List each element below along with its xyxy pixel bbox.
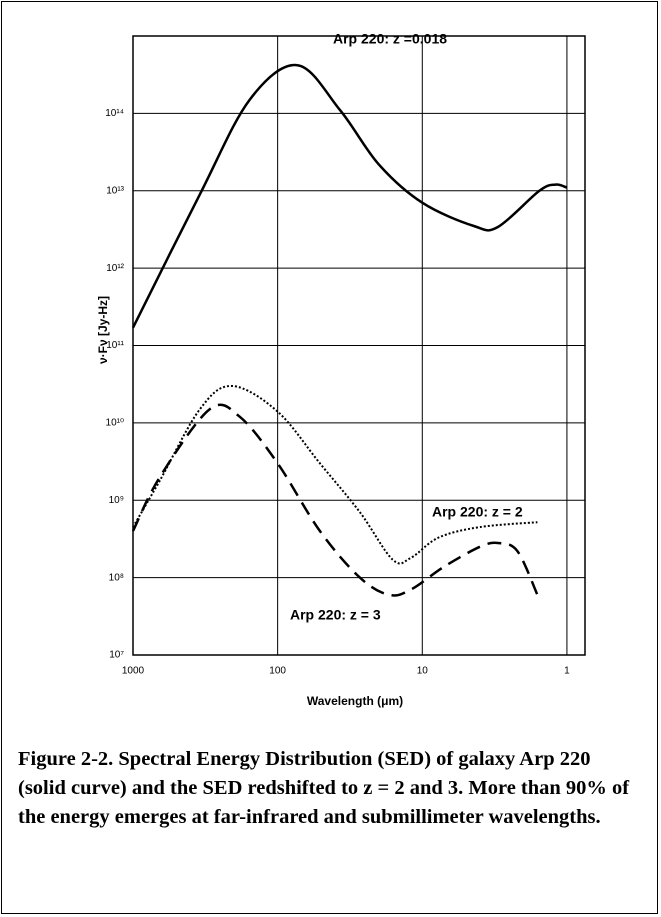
x-axis-label: Wavelength (μm) (307, 694, 403, 708)
sed-curve (132, 384, 538, 565)
sed-curve (131, 63, 568, 329)
x-tick-label: 1000 (122, 666, 145, 677)
y-axis-label: ν·Fν [Jy-Hz] (96, 296, 110, 364)
curve-label: Arp 220: z = 3 (290, 607, 381, 623)
y-tick-label: 10⁷ (109, 650, 124, 661)
x-tick-label: 10 (417, 666, 429, 677)
x-tick-label: 1 (564, 666, 570, 677)
y-tick-label: 10⁹ (109, 495, 124, 506)
y-tick-label: 10¹¹ (106, 340, 124, 351)
y-tick-label: 10¹³ (106, 185, 124, 196)
sed-curve (131, 403, 539, 597)
x-tick-label: 100 (269, 666, 286, 677)
y-tick-label: 10⁸ (109, 572, 124, 583)
caption: Figure 2-2. Spectral Energy Distribution… (18, 748, 630, 828)
curve-label: Arp 220: z = 2 (432, 504, 523, 520)
chart: ν·Fν [Jy-Hz] Wavelength (μm) 10⁷ 10⁸ 10⁹ 10… (96, 31, 586, 708)
curve-label: Arp 220: z =0.018 (333, 31, 447, 47)
y-tick-label: 10¹⁰ (106, 418, 124, 429)
y-tick-label: 10¹² (106, 263, 124, 274)
y-tick-label: 10¹⁴ (105, 108, 124, 119)
